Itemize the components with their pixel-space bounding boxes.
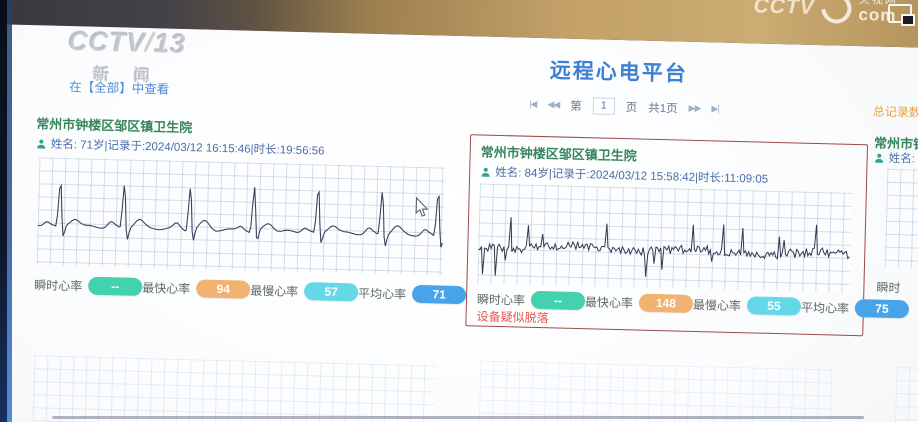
ecg-waveform-noisy <box>478 217 850 277</box>
stat-pill-average: 75 <box>854 299 910 319</box>
cctv13-brand: CCTV <box>67 26 147 58</box>
photo-frame-left-edge <box>0 0 7 422</box>
first-page-button[interactable]: |◀ <box>529 98 537 109</box>
total-pages-label: 共1页 <box>648 102 678 115</box>
patient-info-row: 姓名: 71岁|记录于:2024/03/12 16:15:46|时长:19:56… <box>36 135 458 162</box>
person-icon <box>37 139 46 149</box>
cctv13-number: 13 <box>153 28 187 60</box>
stat-pill-slowest: 57 <box>303 282 359 302</box>
patient-info-text: 姓名: 84岁|记录于:2024/03/12 15:58:42|时长:11:09… <box>495 166 769 186</box>
stat-label-instant: 瞬时心率 <box>476 291 526 308</box>
ecg-chart-2 <box>477 183 852 293</box>
pagination-bar: |◀ ◀◀ 第 1 页 共1页 ▶▶ ▶| <box>469 94 779 119</box>
last-page-button[interactable]: ▶| <box>711 103 719 114</box>
page-suffix-label: 页 <box>625 101 638 114</box>
ecg-waveform-normal <box>37 183 443 248</box>
photo-frame-blue-edge <box>7 0 12 422</box>
ecg-platform-page: CCTV/13 新 闻 在【全部】中查看 远程心电平台 |◀ ◀◀ 第 1 页 … <box>0 23 918 422</box>
page-title: 远程心电平台 <box>549 59 689 86</box>
stat-pill-instant: -- <box>88 276 143 296</box>
stat-label-slowest: 最慢心率 <box>692 297 742 313</box>
stat-label-slowest: 最慢心率 <box>250 283 299 299</box>
cctv-com-logo-icon <box>815 0 858 30</box>
patient-info-text: 姓名: 71岁|记录于:2024/03/12 16:15:46|时长:19:56… <box>50 138 325 158</box>
screen-share-icon <box>888 4 915 26</box>
stats-row: 瞬时心率 -- 最快心率 94 最慢心率 57 平均心率 71 <box>34 275 467 305</box>
patient-info-text: 姓名: 7 <box>888 152 918 166</box>
next-page-button[interactable]: ▶▶ <box>688 102 701 114</box>
cctv-com-watermark: CCTV 央视网 com <box>753 0 898 30</box>
monitor-bottom-edge <box>52 416 864 419</box>
stat-label-fastest: 最快心率 <box>584 294 634 310</box>
stat-label-fastest: 最快心率 <box>142 280 191 296</box>
page-number-input[interactable]: 1 <box>592 97 615 115</box>
device-detached-warning: 设备疑似脱落 <box>476 309 549 326</box>
cctv13-slash: / <box>145 27 155 59</box>
page-prefix-label: 第 <box>570 100 582 113</box>
patient-info-row: 姓名: 7 <box>874 149 918 166</box>
total-records-label: 总记录数: <box>872 104 918 120</box>
person-icon <box>874 153 884 163</box>
person-icon <box>481 167 490 177</box>
ecg-chart-5-empty <box>477 360 833 422</box>
prev-page-button[interactable]: ◀◀ <box>547 99 560 110</box>
mouse-cursor <box>415 196 429 217</box>
patient-card-1[interactable]: 常州市钟楼区邹区镇卫生院 姓名: 71岁|记录于:2024/03/12 16:1… <box>32 113 467 320</box>
stat-pill-fastest: 94 <box>195 279 251 299</box>
stat-pill-average: 71 <box>411 284 467 305</box>
ecg-chart-1 <box>36 157 446 276</box>
patient-info-row: 姓名: 84岁|记录于:2024/03/12 15:58:42|时长:11:09… <box>480 163 866 189</box>
stat-label-average: 平均心率 <box>800 300 850 316</box>
view-filter-control[interactable]: 在【全部】中查看 <box>69 80 170 97</box>
ecg-chart-4-empty <box>31 355 437 422</box>
patient-card-2-alert[interactable]: 常州市钟楼区邹区镇卫生院 姓名: 84岁|记录于:2024/03/12 15:5… <box>465 134 910 337</box>
ecg-chart-6-empty <box>893 367 918 422</box>
cctv-com-brand: CCTV <box>753 0 815 19</box>
stat-label-instant-partial: 瞬时 <box>876 280 901 296</box>
stat-label-instant: 瞬时心率 <box>34 277 83 293</box>
ecg-chart-3 <box>884 168 918 270</box>
stat-pill-slowest: 55 <box>746 296 802 316</box>
stat-pill-fastest: 148 <box>638 293 694 313</box>
stat-pill-instant: -- <box>530 290 586 311</box>
stat-label-average: 平均心率 <box>357 285 407 302</box>
